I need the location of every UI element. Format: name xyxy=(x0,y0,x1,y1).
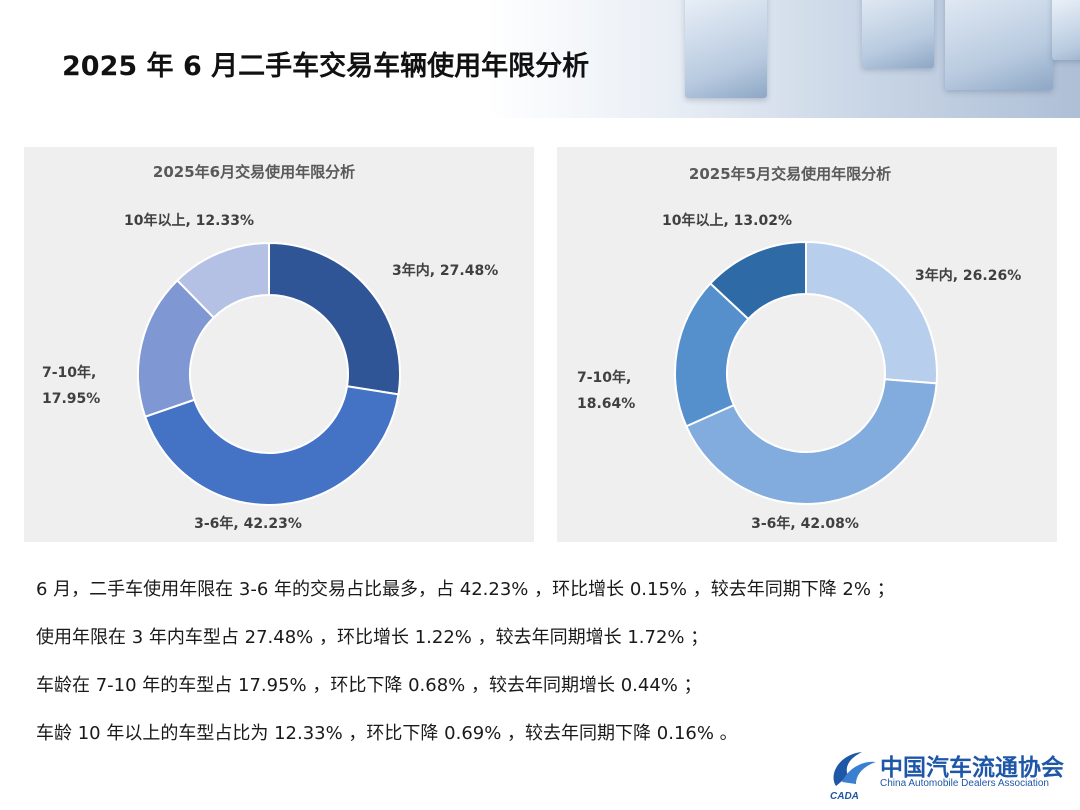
slice-label: 10年以上, 12.33% xyxy=(124,212,254,229)
donut-chart-june: 2025年6月交易使用年限分析 3年内, 27.48% 3-6年, 42.23%… xyxy=(42,163,498,532)
slice-label: 17.95% xyxy=(42,391,100,407)
decorative-cube xyxy=(945,0,1053,90)
page-title: 2025 年 6 月二手车交易车辆使用年限分析 xyxy=(62,51,590,82)
header-banner: 2025 年 6 月二手车交易车辆使用年限分析 xyxy=(0,0,1080,118)
decorative-cube xyxy=(685,0,767,98)
cada-logo-icon: CADA xyxy=(830,752,876,802)
note-line: 车龄在 7-10 年的车型占 17.95% ，环比下降 0.68% ，较去年同期… xyxy=(36,675,702,696)
note-line: 6 月，二手车使用年限在 3-6 年的交易占比最多，占 42.23% ，环比增长… xyxy=(36,579,895,600)
slice-label: 7-10年, xyxy=(42,364,96,381)
decorative-cube xyxy=(862,0,934,68)
slices-group xyxy=(137,241,401,506)
donut-chart-may: 2025年5月交易使用年限分析 3年内, 26.26% 3-6年, 42.08%… xyxy=(577,165,1021,532)
donut-slice-2 xyxy=(684,378,938,505)
logo-english-name: China Automobile Dealers Association xyxy=(880,778,1049,789)
chart-title: 2025年6月交易使用年限分析 xyxy=(153,163,355,181)
donut-slice-4 xyxy=(175,241,270,319)
logo-chinese-name: 中国汽车流通协会 xyxy=(880,754,1064,781)
chart-panel-june: 2025年6月交易使用年限分析 3年内, 27.48% 3-6年, 42.23%… xyxy=(24,147,534,542)
slice-label: 3年内, 27.48% xyxy=(392,262,498,279)
donut-slice-2 xyxy=(143,385,400,506)
slice-label: 3-6年, 42.08% xyxy=(751,515,859,532)
analysis-notes: 6 月，二手车使用年限在 3-6 年的交易占比最多，占 42.23% ，环比增长… xyxy=(36,578,1036,770)
decorative-cube xyxy=(1052,0,1080,60)
svg-text:CADA: CADA xyxy=(830,791,859,802)
slice-label: 3-6年, 42.23% xyxy=(194,515,302,532)
donut-slice-1 xyxy=(805,240,938,385)
cada-logo: CADA 中国汽车流通协会 China Automobile Dealers A… xyxy=(826,746,1076,802)
slice-label: 10年以上, 13.02% xyxy=(662,212,792,229)
donut-slice-1 xyxy=(268,241,401,396)
slice-label: 7-10年, xyxy=(577,369,631,386)
note-line: 车龄 10 年以上的车型占比为 12.33% ，环比下降 0.69% ，较去年同… xyxy=(36,723,738,744)
chart-title: 2025年5月交易使用年限分析 xyxy=(689,165,891,183)
slice-label: 18.64% xyxy=(577,396,635,412)
slice-label: 3年内, 26.26% xyxy=(915,267,1021,284)
donut-slice-4 xyxy=(708,240,807,321)
slices-group xyxy=(674,240,938,505)
chart-panel-may: 2025年5月交易使用年限分析 3年内, 26.26% 3-6年, 42.08%… xyxy=(557,147,1057,542)
note-line: 使用年限在 3 年内车型占 27.48% ，环比增长 1.22% ，较去年同期增… xyxy=(36,627,709,648)
